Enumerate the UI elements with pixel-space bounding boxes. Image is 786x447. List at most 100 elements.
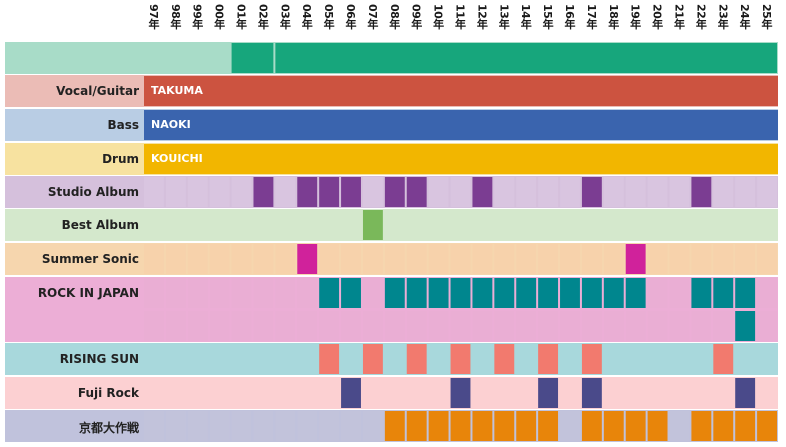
cell-kyoto <box>341 411 361 441</box>
cell-best <box>384 210 405 240</box>
cell-summer <box>341 244 361 274</box>
mark-rij-22年 <box>691 278 712 308</box>
cell-fuji <box>516 378 537 408</box>
cell-fuji <box>713 378 734 408</box>
cell-best <box>231 210 252 240</box>
mark-studio-22年 <box>691 177 712 207</box>
cell-rising <box>647 344 668 374</box>
cell-best <box>560 210 580 240</box>
cell-rij-lower <box>341 311 361 341</box>
row-label-studio: Studio Album <box>47 185 139 199</box>
cell-kyoto <box>275 411 296 441</box>
mark-rij-17年 <box>581 278 602 308</box>
cell-rij <box>362 278 383 308</box>
mark-rij-11年 <box>450 278 471 308</box>
cell-rij <box>165 278 186 308</box>
cell-summer <box>581 244 602 274</box>
member-name-bass: NAOKI <box>151 118 191 131</box>
cell-studio <box>144 177 164 207</box>
cell-rij <box>647 278 668 308</box>
cell-rij-lower <box>428 311 449 341</box>
cell-studio <box>494 177 515 207</box>
cell-studio <box>516 177 537 207</box>
cell-rij-lower <box>625 311 646 341</box>
cell-fuji <box>165 378 186 408</box>
cell-summer <box>187 244 208 274</box>
cell-rij-lower <box>384 311 405 341</box>
cell-studio <box>209 177 230 207</box>
cell-summer <box>538 244 559 274</box>
mark-rij-08年 <box>384 278 405 308</box>
cell-studio <box>757 177 777 207</box>
mark-kyoto-19年 <box>625 411 646 441</box>
cell-rij <box>669 278 690 308</box>
cell-best <box>428 210 449 240</box>
cell-studio <box>231 177 252 207</box>
cell-rising <box>603 344 624 374</box>
mark-rij-05年 <box>319 278 340 308</box>
cell-rij-lower <box>209 311 230 341</box>
cell-best <box>757 210 777 240</box>
cell-best <box>341 210 361 240</box>
cell-summer <box>691 244 712 274</box>
cell-summer <box>560 244 580 274</box>
member-bar-bass <box>144 110 778 140</box>
mark-studio-12年 <box>472 177 493 207</box>
mark-rising-05年 <box>319 344 340 374</box>
member-bar-vocal <box>144 76 778 106</box>
mark-kyoto-13年 <box>494 411 515 441</box>
cell-best <box>253 210 274 240</box>
mark-rising-13年 <box>494 344 515 374</box>
mark-kyoto-25年 <box>757 411 777 441</box>
cell-studio <box>187 177 208 207</box>
cell-summer <box>275 244 296 274</box>
cell-studio <box>713 177 734 207</box>
cell-rij <box>144 278 164 308</box>
year-tick-label: 13年 <box>497 4 511 29</box>
cell-best <box>538 210 559 240</box>
cell-rising <box>144 344 164 374</box>
mark-fuji-17年 <box>581 378 602 408</box>
cell-rij-lower <box>362 311 383 341</box>
mark-rij-06年 <box>341 278 361 308</box>
mark-kyoto-08年 <box>384 411 405 441</box>
cell-kyoto <box>187 411 208 441</box>
cell-summer <box>428 244 449 274</box>
row-label-fuji: Fuji Rock <box>77 386 139 400</box>
cell-rising <box>472 344 493 374</box>
cell-kyoto <box>209 411 230 441</box>
row-label-summer: Summer Sonic <box>41 252 139 266</box>
cell-fuji <box>757 378 777 408</box>
cell-summer <box>144 244 164 274</box>
year-tick-label: 05年 <box>322 4 336 29</box>
cell-best <box>209 210 230 240</box>
cell-studio <box>735 177 756 207</box>
mark-kyoto-12年 <box>472 411 493 441</box>
mark-kyoto-10年 <box>428 411 449 441</box>
mark-studio-06年 <box>341 177 361 207</box>
year-tick-label: 11年 <box>453 4 467 29</box>
cell-fuji <box>144 378 164 408</box>
cell-rij-lower <box>231 311 252 341</box>
cell-rij-lower <box>253 311 274 341</box>
cell-best <box>187 210 208 240</box>
mark-rising-23年 <box>713 344 734 374</box>
cell-rising <box>341 344 361 374</box>
year-tick-label: 01年 <box>234 4 248 29</box>
cell-summer <box>735 244 756 274</box>
cell-summer <box>362 244 383 274</box>
year-tick-label: 03年 <box>278 4 292 29</box>
year-tick-label: 25年 <box>760 4 774 29</box>
cell-summer <box>165 244 186 274</box>
cell-top <box>144 43 164 73</box>
cell-rij <box>209 278 230 308</box>
cell-rij-lower <box>560 311 580 341</box>
row-label-rising: RISING SUN <box>59 352 139 366</box>
cell-rij-lower <box>450 311 471 341</box>
cell-rij-lower <box>165 311 186 341</box>
year-tick-label: 24年 <box>738 4 752 29</box>
cell-fuji <box>187 378 208 408</box>
year-tick-label: 22年 <box>694 4 708 29</box>
cell-rij-lower <box>581 311 602 341</box>
cell-best <box>516 210 537 240</box>
